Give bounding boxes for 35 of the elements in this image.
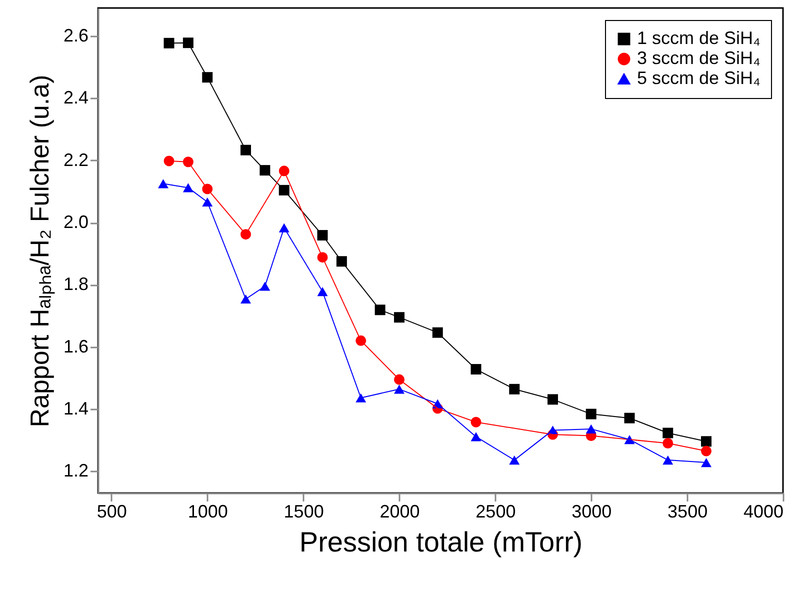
- point: [509, 384, 520, 394]
- x-tick-label: 1000: [188, 502, 228, 522]
- point: [394, 312, 404, 323]
- legend-label: 1 sccm de SiH₄: [637, 28, 760, 48]
- x-axis-title: Pression totale (mTorr): [299, 526, 583, 558]
- y-tick-label: 2.2: [63, 150, 88, 170]
- point: [164, 38, 174, 48]
- point: [164, 156, 174, 166]
- point: [182, 38, 194, 48]
- y-tick-label: 2.4: [63, 88, 88, 108]
- point: [470, 432, 482, 442]
- x-tick-label: 1500: [284, 502, 324, 522]
- y-axis-title: Rapport Hₐₗₚₕₐ/H₂ Fulcher (u.a): [24, 74, 56, 428]
- x-tick-label: 3500: [668, 502, 708, 522]
- x-tick-label: 3000: [572, 502, 612, 522]
- y-tick-label: 1.6: [63, 336, 88, 356]
- point: [701, 458, 712, 468]
- x-tick-label: 4000: [743, 502, 784, 522]
- legend-label: 5 sccm de SiH₄: [637, 68, 760, 88]
- point: [202, 72, 213, 83]
- x-tick-label: 2500: [476, 502, 516, 522]
- point: [586, 408, 596, 420]
- y-tick-label: 1.4: [63, 398, 88, 419]
- x-tick-label: 500: [96, 502, 127, 522]
- x-tick-label: 2000: [380, 502, 420, 522]
- point: [701, 436, 712, 447]
- point: [548, 394, 558, 405]
- y-tick-label: 1.2: [63, 460, 88, 481]
- point: [701, 446, 712, 456]
- point: [356, 393, 366, 402]
- y-tick-label: 1.8: [63, 274, 88, 294]
- point: [158, 179, 168, 188]
- y-tick-label: 2.6: [63, 25, 88, 46]
- y-tick-label: 2.0: [63, 212, 88, 232]
- legend-label: 3 sccm de SiH₄: [637, 48, 760, 68]
